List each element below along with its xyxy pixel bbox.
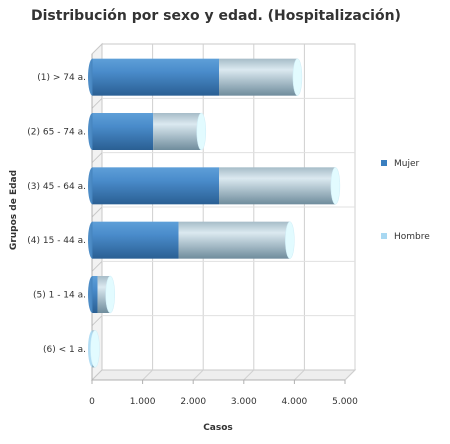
bar-cap-end — [292, 58, 303, 96]
chart-title: Distribución por sexo y edad. (Hospitali… — [31, 8, 401, 24]
gridline-y-wall — [91, 152, 103, 164]
bar-mujer — [92, 113, 154, 150]
y-tick-label: (5) 1 - 14 a. — [33, 291, 86, 301]
legend: Mujer Hombre — [381, 159, 430, 242]
gridline-y-wall — [91, 97, 103, 109]
bar-cap-end — [105, 275, 115, 314]
gridline-y-wall — [91, 206, 103, 218]
floor — [90, 369, 357, 381]
gridline-floor — [243, 369, 255, 381]
gridline-floor — [192, 369, 204, 381]
bar-mujer — [92, 276, 98, 313]
bar-hombre — [178, 221, 290, 259]
x-tick-label: 4.000 — [282, 397, 308, 407]
bar-cap-end — [90, 330, 100, 368]
legend-swatch-mujer — [381, 160, 387, 166]
plot-area: 0 1.000 2.000 3.000 4.000 5.000 (1) > 74 a. (2)… — [27, 42, 358, 407]
bar-hombre — [219, 167, 336, 205]
legend-label-hombre: Hombre — [394, 232, 430, 242]
y-tick-label: (3) 45 - 64 a. — [27, 182, 86, 192]
gridline-floor — [344, 369, 356, 381]
bar-mujer — [92, 58, 219, 96]
y-tick-label: (4) 15 - 44 a. — [27, 236, 86, 246]
x-tick-label: 2.000 — [180, 397, 206, 407]
x-tick-label: 1.000 — [130, 397, 156, 407]
y-tick-label: (2) 65 - 74 a. — [27, 128, 86, 138]
x-tick-label: 5.000 — [332, 397, 358, 407]
bar-hombre — [219, 58, 298, 96]
gridline-floor — [142, 369, 153, 381]
y-axis-title: Grupos de Edad — [9, 170, 19, 250]
bar-mujer — [92, 167, 219, 205]
legend-label-mujer: Mujer — [394, 159, 420, 169]
gridline-floor — [294, 369, 305, 381]
x-axis-title: Casos — [203, 423, 233, 433]
bar-mujer — [92, 221, 179, 259]
gridline-y-wall — [91, 260, 103, 272]
gridline-y-wall — [91, 315, 103, 327]
bar-hombre — [153, 113, 202, 150]
bar-cap-end — [330, 167, 341, 205]
y-tick-label: (6) < 1 a. — [43, 345, 86, 355]
x-tick-label: 0 — [89, 397, 95, 407]
y-tick-label: (1) > 74 a. — [37, 73, 86, 83]
x-tick-label: 3.000 — [231, 397, 257, 407]
legend-swatch-hombre — [381, 233, 387, 239]
bar-cap-end — [285, 221, 295, 259]
bar-cap-end — [196, 112, 207, 151]
